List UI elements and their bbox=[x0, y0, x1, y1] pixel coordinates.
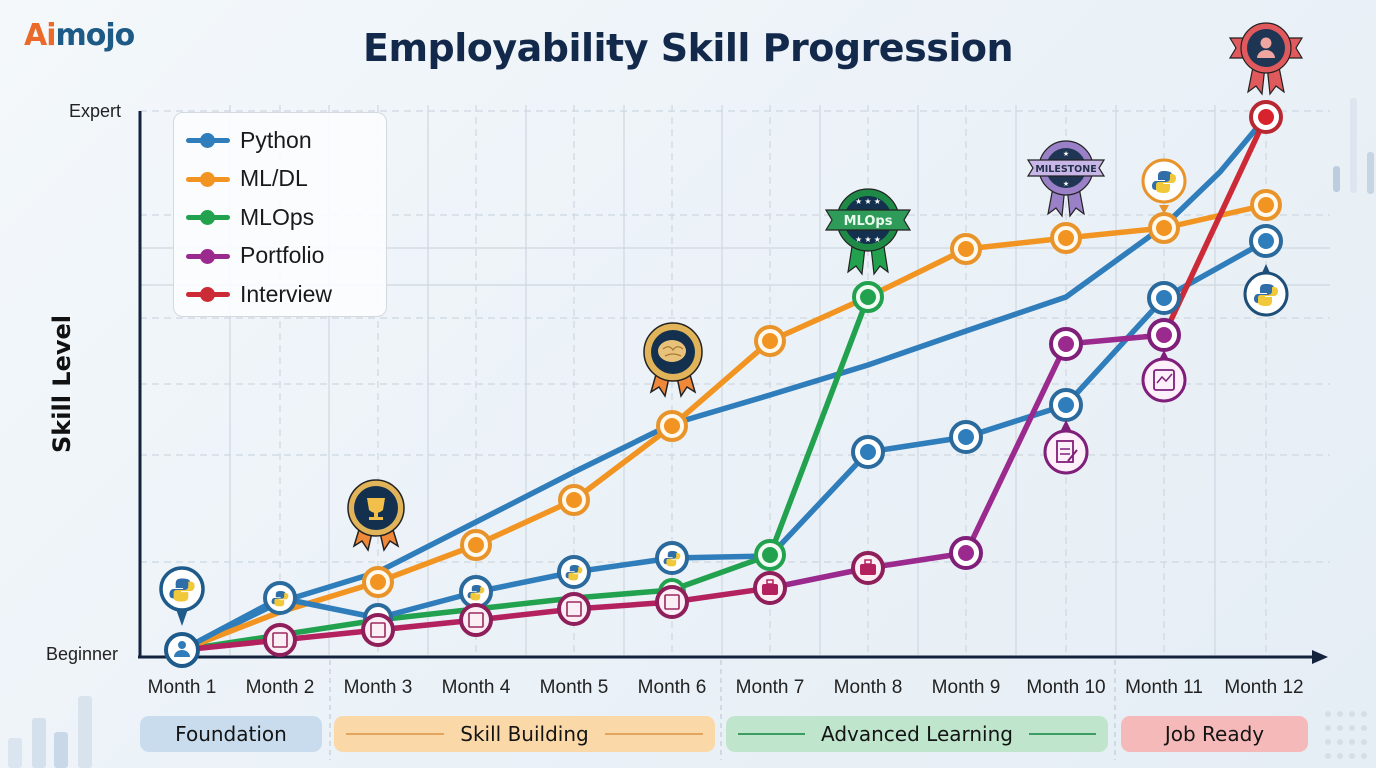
phase-line bbox=[738, 733, 806, 735]
phase-label: Skill Building bbox=[460, 722, 589, 746]
chart-title: Employability Skill Progression bbox=[362, 26, 1014, 70]
legend-swatch bbox=[186, 210, 230, 226]
decor-bar bbox=[54, 732, 68, 768]
x-tick-month-5: Month 5 bbox=[539, 677, 609, 698]
decor-bar bbox=[1367, 152, 1374, 194]
legend-swatch bbox=[186, 287, 230, 303]
phase-advanced-learning: Advanced Learning bbox=[726, 716, 1108, 752]
decor-bar bbox=[1350, 98, 1357, 193]
phase-dividers bbox=[329, 660, 1116, 760]
python-pin-icon bbox=[1141, 158, 1187, 214]
series-mlops bbox=[179, 294, 871, 653]
phase-line bbox=[346, 733, 445, 735]
python-pin-icon bbox=[1243, 264, 1289, 317]
decor-bar bbox=[32, 718, 46, 768]
x-tick-month-12: Month 12 bbox=[1224, 677, 1304, 698]
resume-pin-icon bbox=[1043, 420, 1089, 475]
decor-dot-grid bbox=[1325, 711, 1367, 759]
logo-mojo: mojo bbox=[55, 18, 136, 53]
logo-ai: Ai bbox=[24, 18, 57, 53]
decor-bar bbox=[8, 738, 22, 768]
decor-bar bbox=[78, 696, 92, 768]
legend-item-ml-dl[interactable]: ML/DL bbox=[186, 160, 386, 199]
series-interview bbox=[1161, 114, 1269, 338]
y-tick-beginner: Beginner bbox=[46, 644, 119, 664]
milestone-badge-label: MILESTONE bbox=[1035, 164, 1096, 175]
svg-text:★: ★ bbox=[1063, 180, 1069, 188]
legend-item-portfolio[interactable]: Portfolio bbox=[186, 237, 386, 276]
milestone-badge-icon: MILESTONE ★ ★ bbox=[1026, 140, 1106, 218]
calendar-icon bbox=[272, 594, 680, 648]
x-tick-month-11: Month 11 bbox=[1125, 677, 1203, 698]
decor-bar bbox=[1333, 166, 1340, 192]
ml-dl-marker-dots bbox=[370, 197, 1274, 590]
y-tick-expert: Expert bbox=[69, 101, 122, 121]
phase-line bbox=[604, 733, 703, 735]
brain-badge-icon bbox=[643, 322, 703, 398]
x-tick-month-6: Month 6 bbox=[637, 677, 707, 698]
x-tick-month-3: Month 3 bbox=[343, 677, 413, 698]
x-tick-month-7: Month 7 bbox=[735, 677, 805, 698]
analytics-pin-icon bbox=[1141, 350, 1187, 403]
mlops-badge-label: MLOps bbox=[844, 214, 893, 229]
legend-item-mlops[interactable]: MLOps bbox=[186, 198, 386, 237]
briefcase-icon bbox=[762, 559, 876, 595]
x-tick-month-1: Month 1 bbox=[147, 677, 217, 698]
phase-line bbox=[1029, 733, 1097, 735]
phase-job-ready: Job Ready bbox=[1121, 716, 1308, 752]
portfolio-markers bbox=[263, 551, 885, 657]
series-python-milestones bbox=[179, 238, 1269, 653]
phase-skill-building: Skill Building bbox=[334, 716, 715, 752]
legend-swatch bbox=[186, 133, 230, 149]
x-tick-month-2: Month 2 bbox=[245, 677, 315, 698]
legend-item-python[interactable]: Python bbox=[186, 121, 386, 160]
aimojo-logo: Aimojo bbox=[24, 18, 136, 53]
user-icon bbox=[178, 641, 186, 649]
chart-legend: Python ML/DL MLOps Portfolio Interview bbox=[173, 112, 387, 317]
legend-swatch bbox=[186, 171, 230, 187]
legend-label: Python bbox=[240, 126, 312, 153]
legend-item-interview[interactable]: Interview bbox=[186, 275, 386, 314]
phase-label: Advanced Learning bbox=[821, 722, 1013, 746]
phase-label: Job Ready bbox=[1164, 722, 1265, 746]
series-ml-dl bbox=[179, 202, 1269, 653]
x-tick-month-4: Month 4 bbox=[441, 677, 511, 698]
legend-label: Interview bbox=[240, 280, 333, 307]
mlops-badge-icon: MLOps ★ ★ ★ ★ ★ ★ bbox=[824, 188, 912, 276]
svg-text:★: ★ bbox=[1063, 150, 1069, 158]
svg-text:★ ★ ★: ★ ★ ★ bbox=[855, 197, 881, 206]
x-axis-arrow-icon bbox=[1312, 650, 1328, 664]
python-pin-icon bbox=[159, 566, 205, 626]
svg-text:★ ★ ★: ★ ★ ★ bbox=[855, 235, 881, 244]
legend-swatch bbox=[186, 248, 230, 264]
phase-label: Foundation bbox=[175, 722, 287, 746]
x-tick-month-9: Month 9 bbox=[931, 677, 1001, 698]
legend-label: Portfolio bbox=[240, 242, 325, 269]
phase-foundation: Foundation bbox=[140, 716, 322, 752]
job-ready-badge-icon bbox=[1228, 22, 1304, 96]
trophy-badge-icon bbox=[347, 479, 405, 552]
x-tick-month-10: Month 10 bbox=[1026, 677, 1106, 698]
x-tick-month-8: Month 8 bbox=[833, 677, 903, 698]
legend-label: ML/DL bbox=[240, 165, 308, 192]
legend-label: MLOps bbox=[240, 203, 315, 230]
